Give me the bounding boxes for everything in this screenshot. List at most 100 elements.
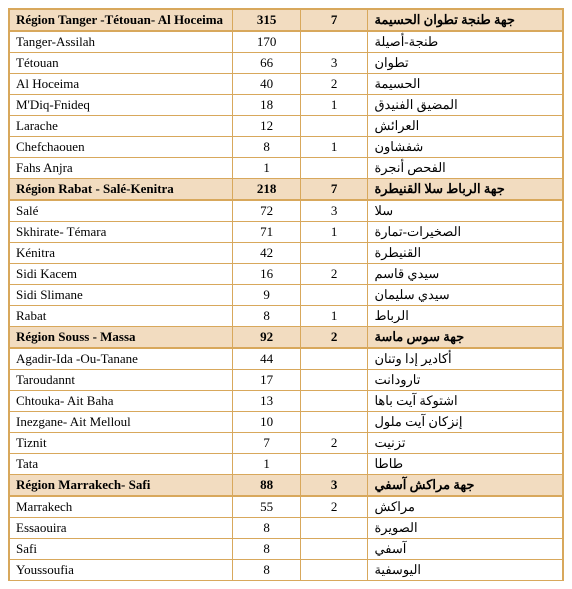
locality-name-ar: طاطا (368, 454, 562, 474)
locality-name-fr: Taroudannt (10, 370, 233, 390)
value-col-1: 9 (233, 285, 301, 305)
value-col-2: 2 (301, 74, 369, 94)
locality-name-ar: آسفي (368, 539, 562, 559)
locality-name-ar: سلا (368, 201, 562, 221)
table-row: Chtouka- Ait Baha13 اشتوكة آيت باها (10, 391, 562, 412)
locality-name-fr: Tétouan (10, 53, 233, 73)
table-row: Skhirate- Témara711الصخيرات-تمارة (10, 222, 562, 243)
locality-name-ar: تزنيت (368, 433, 562, 453)
locality-name-fr: Inezgane- Ait Melloul (10, 412, 233, 432)
locality-name-fr: Chtouka- Ait Baha (10, 391, 233, 411)
locality-name-fr: Essaouira (10, 518, 233, 538)
value-col-1: 55 (233, 497, 301, 517)
table-row: Tétouan663تطوان (10, 53, 562, 74)
locality-name-ar: طنجة-أصيلة (368, 32, 562, 52)
table-row: Sidi Slimane9سيدي سليمان (10, 285, 562, 306)
value-col-2: 2 (301, 433, 369, 453)
locality-name-ar: تارودانت (368, 370, 562, 390)
table-row: M'Diq-Fnideq181المضيق الفنيدق (10, 95, 562, 116)
value-col-1: 92 (233, 327, 301, 347)
value-col-2: 2 (301, 497, 369, 517)
region-name-fr: Région Tanger -Tétouan- Al Hoceima (10, 10, 233, 30)
table-row: Tata1طاطا (10, 454, 562, 475)
value-col-1: 40 (233, 74, 301, 94)
value-col-1: 44 (233, 349, 301, 369)
table-row: Taroudannt17تارودانت (10, 370, 562, 391)
locality-name-fr: Salé (10, 201, 233, 221)
table-row: Safi8آسفي (10, 539, 562, 560)
value-col-1: 7 (233, 433, 301, 453)
value-col-1: 8 (233, 306, 301, 326)
locality-name-ar: تطوان (368, 53, 562, 73)
region-name-fr: Région Marrakech- Safi (10, 475, 233, 495)
locality-name-ar: شفشاون (368, 137, 562, 157)
table-row: Al Hoceima402الحسيمة (10, 74, 562, 95)
region-name-fr: Région Souss - Massa (10, 327, 233, 347)
value-col-1: 18 (233, 95, 301, 115)
value-col-2: 7 (301, 10, 369, 30)
locality-name-fr: Larache (10, 116, 233, 136)
value-col-2 (301, 454, 369, 474)
locality-name-ar: اليوسفية (368, 560, 562, 580)
table-row: Sidi Kacem162سيدي قاسم (10, 264, 562, 285)
table-row: Youssoufia8اليوسفية (10, 560, 562, 581)
value-col-2 (301, 32, 369, 52)
locality-name-ar: القنيطرة (368, 243, 562, 263)
value-col-1: 72 (233, 201, 301, 221)
region-name-ar: جهة مراكش آسفي (368, 475, 562, 495)
locality-name-fr: Tata (10, 454, 233, 474)
table-row: Essaouira8الصويرة (10, 518, 562, 539)
value-col-2: 3 (301, 475, 369, 495)
region-table: Région Tanger -Tétouan- Al Hoceima3157جه… (8, 8, 564, 581)
value-col-1: 13 (233, 391, 301, 411)
section-header: Région Tanger -Tétouan- Al Hoceima3157جه… (10, 10, 562, 32)
value-col-1: 8 (233, 560, 301, 580)
locality-name-fr: Al Hoceima (10, 74, 233, 94)
locality-name-fr: Chefchaouen (10, 137, 233, 157)
value-col-2 (301, 116, 369, 136)
value-col-1: 8 (233, 137, 301, 157)
value-col-1: 10 (233, 412, 301, 432)
table-row: Agadir-Ida -Ou-Tanane44أكادير إدا وتنان (10, 349, 562, 370)
value-col-2: 1 (301, 222, 369, 242)
locality-name-ar: مراكش (368, 497, 562, 517)
locality-name-ar: الرباط (368, 306, 562, 326)
locality-name-ar: إنزكان آيت ملول (368, 412, 562, 432)
table-row: Larache12العرائش (10, 116, 562, 137)
value-col-1: 66 (233, 53, 301, 73)
value-col-1: 218 (233, 179, 301, 199)
region-name-ar: جهة الرباط سلا القنيطرة (368, 179, 562, 199)
locality-name-ar: العرائش (368, 116, 562, 136)
region-name-fr: Région Rabat - Salé-Kenitra (10, 179, 233, 199)
value-col-1: 71 (233, 222, 301, 242)
locality-name-fr: Marrakech (10, 497, 233, 517)
locality-name-ar: الفحص أنجرة (368, 158, 562, 178)
value-col-2 (301, 412, 369, 432)
value-col-2: 1 (301, 306, 369, 326)
value-col-2: 1 (301, 137, 369, 157)
section-header: Région Rabat - Salé-Kenitra2187جهة الربا… (10, 179, 562, 201)
value-col-2: 7 (301, 179, 369, 199)
value-col-2 (301, 539, 369, 559)
value-col-2 (301, 243, 369, 263)
value-col-2 (301, 518, 369, 538)
locality-name-fr: Sidi Kacem (10, 264, 233, 284)
locality-name-fr: Tiznit (10, 433, 233, 453)
value-col-2: 3 (301, 201, 369, 221)
locality-name-ar: اشتوكة آيت باها (368, 391, 562, 411)
region-name-ar: جهة طنجة تطوان الحسيمة (368, 10, 562, 30)
value-col-2 (301, 391, 369, 411)
locality-name-ar: أكادير إدا وتنان (368, 349, 562, 369)
table-row: Tiznit72تزنيت (10, 433, 562, 454)
value-col-2: 3 (301, 53, 369, 73)
locality-name-ar: المضيق الفنيدق (368, 95, 562, 115)
value-col-2 (301, 560, 369, 580)
locality-name-fr: Tanger-Assilah (10, 32, 233, 52)
value-col-1: 42 (233, 243, 301, 263)
value-col-1: 88 (233, 475, 301, 495)
value-col-2 (301, 349, 369, 369)
section-header: Région Marrakech- Safi883جهة مراكش آسفي (10, 475, 562, 497)
value-col-1: 1 (233, 158, 301, 178)
value-col-1: 16 (233, 264, 301, 284)
table-row: Rabat81الرباط (10, 306, 562, 327)
